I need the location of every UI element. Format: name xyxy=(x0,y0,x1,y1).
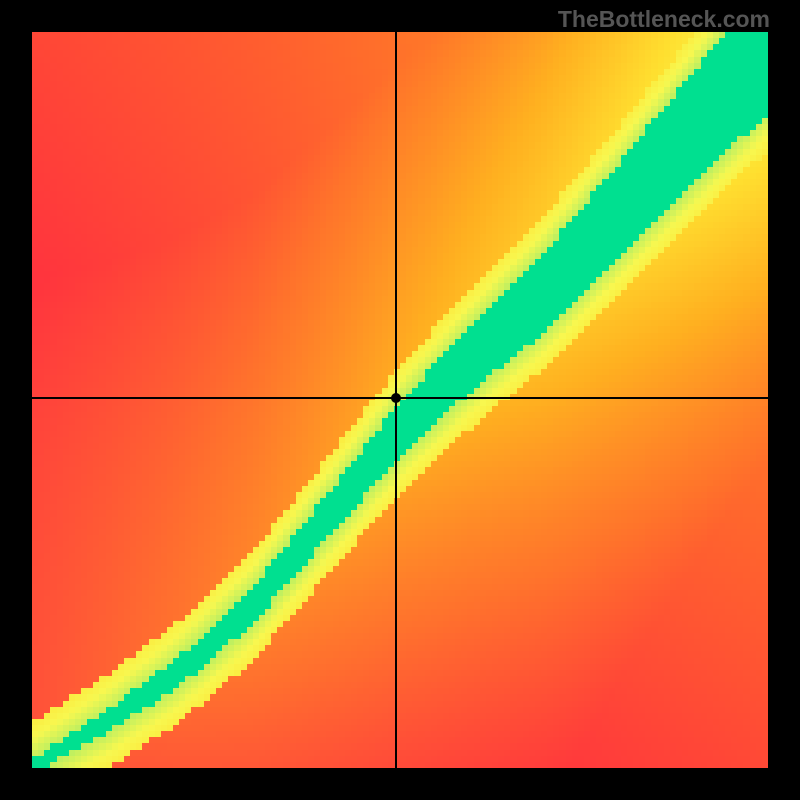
chart-container: TheBottleneck.com xyxy=(0,0,800,800)
attribution-text: TheBottleneck.com xyxy=(558,6,770,33)
crosshair-dot xyxy=(391,393,401,403)
